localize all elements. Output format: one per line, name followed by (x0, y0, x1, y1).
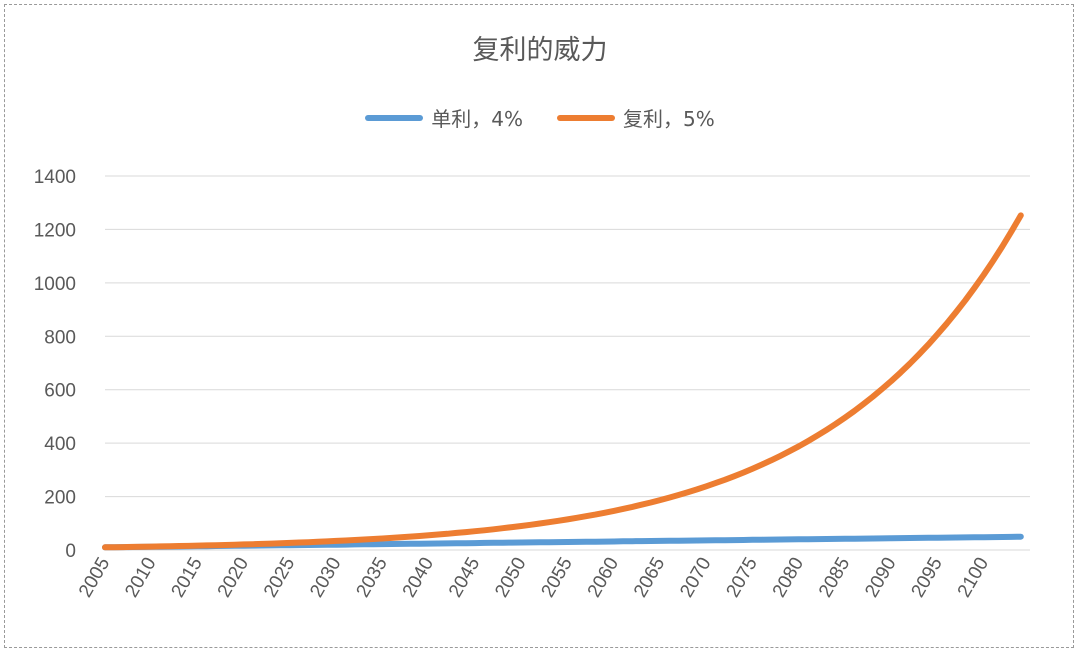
legend-swatch-compound (557, 114, 615, 121)
legend: 单利，4% 复利，5% (0, 103, 1080, 132)
legend-item-simple: 单利，4% (365, 103, 523, 132)
x-tick-label: 2075 (723, 554, 762, 601)
x-tick-label: 2015 (168, 554, 207, 601)
x-tick-label: 2030 (306, 554, 345, 601)
chart-frame (4, 4, 1074, 648)
x-tick-label: 2005 (75, 554, 114, 601)
x-tick-label: 2090 (861, 554, 900, 601)
x-tick-label: 2100 (954, 554, 993, 601)
x-tick-label: 2025 (260, 554, 299, 601)
x-tick-label: 2045 (445, 554, 484, 601)
y-tick-label: 1000 (34, 274, 76, 295)
x-tick-label: 2010 (121, 554, 160, 601)
x-tick-label: 2085 (815, 554, 854, 601)
x-tick-label: 2055 (538, 554, 577, 601)
y-tick-label: 600 (44, 381, 76, 402)
x-tick-label: 2080 (769, 554, 808, 601)
legend-label-simple: 单利，4% (431, 107, 523, 131)
series-line-compound (102, 212, 1024, 551)
y-tick-label: 1200 (34, 220, 76, 241)
x-tick-label: 2035 (353, 554, 392, 601)
y-tick-label: 800 (44, 327, 76, 348)
y-tick-label: 0 (65, 541, 76, 562)
x-tick-label: 2065 (630, 554, 669, 601)
legend-item-compound: 复利，5% (557, 103, 715, 132)
x-tick-label: 2020 (214, 554, 253, 601)
y-tick-label: 400 (44, 434, 76, 455)
x-tick-label: 2095 (908, 554, 947, 601)
x-tick-label: 2060 (584, 554, 623, 601)
legend-label-compound: 复利，5% (623, 107, 715, 131)
legend-swatch-simple (365, 114, 424, 121)
y-tick-label: 200 (44, 488, 76, 509)
chart-title: 复利的威力 (472, 35, 608, 66)
x-tick-label: 2050 (491, 554, 530, 601)
y-tick-label: 1400 (34, 167, 76, 188)
x-tick-label: 2070 (676, 554, 715, 601)
x-tick-label: 2040 (399, 554, 438, 601)
